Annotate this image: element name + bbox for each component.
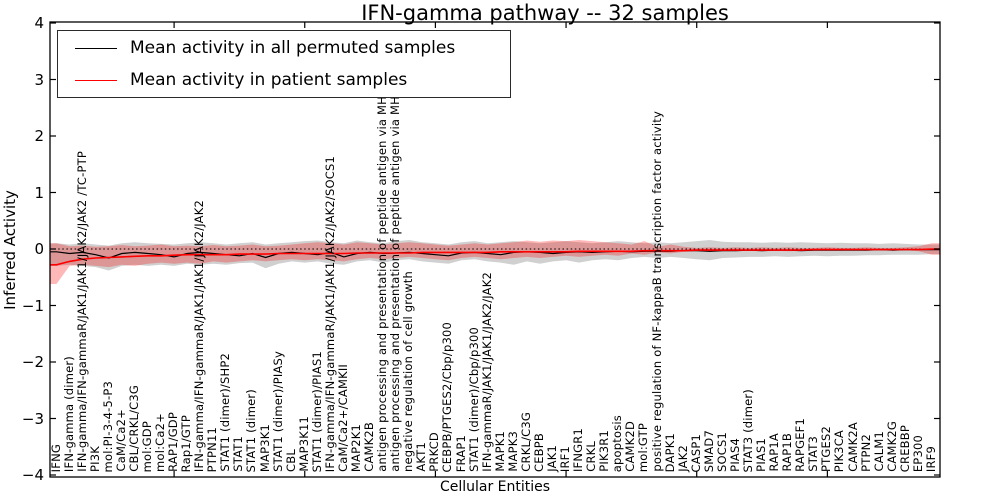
x-entity-label: CaM/Ca2+ bbox=[113, 409, 128, 472]
x-entity-label: CEBPB bbox=[531, 432, 546, 472]
y-tick-label: −2 bbox=[21, 353, 44, 371]
patient-mean-line bbox=[50, 248, 940, 266]
x-entity-label: IFN-gamma/IFN-gammaR/JAK1/JAK1/JAK2/JAK2… bbox=[322, 155, 337, 472]
x-entity-label: CBL bbox=[283, 449, 298, 472]
x-entity-label: MAPK1 bbox=[492, 431, 507, 472]
x-entity-label: positive regulation of NF-kappaB transcr… bbox=[649, 111, 664, 472]
legend: Mean activity in all permuted samples Me… bbox=[57, 30, 511, 98]
legend-entry-permuted: Mean activity in all permuted samples bbox=[58, 32, 510, 64]
y-tick-label: −3 bbox=[21, 409, 44, 428]
x-entity-label: CBL/CRKL/C3G bbox=[126, 385, 141, 472]
plot-title: IFN-gamma pathway -- 32 samples bbox=[361, 1, 729, 25]
legend-label-permuted: Mean activity in all permuted samples bbox=[130, 38, 456, 58]
legend-entry-patient: Mean activity in patient samples bbox=[58, 64, 510, 96]
x-entity-label: IFN-gammaR/JAK1/JAK1/JAK2/JAK2 bbox=[479, 272, 494, 472]
x-axis-label: Cellular Entities bbox=[439, 479, 551, 495]
x-entity-label: STAT1 (dimer) bbox=[244, 388, 259, 472]
x-entity-label: FRAP1 bbox=[453, 434, 468, 472]
x-entity-label: PIK3CA bbox=[832, 429, 847, 472]
x-entity-label: IRF9 bbox=[923, 445, 938, 472]
permuted-band bbox=[50, 240, 940, 271]
x-entity-label: EP300 bbox=[910, 434, 925, 472]
x-entity-label: mol:GTP bbox=[636, 422, 651, 472]
x-entity-label: IFN-gamma (dimer) bbox=[61, 355, 76, 472]
x-entity-label: CREBBP bbox=[897, 424, 912, 472]
x-entity-label: PI3K bbox=[87, 446, 102, 472]
x-entity-label: IFNG bbox=[48, 443, 63, 472]
x-entity-label: CAMK2A bbox=[845, 422, 860, 472]
x-entity-label: STAT1 (dimer)/PIASy bbox=[270, 351, 285, 472]
y-tick-label: −1 bbox=[21, 296, 44, 315]
legend-label-patient: Mean activity in patient samples bbox=[130, 70, 408, 90]
legend-line-sample-red bbox=[75, 79, 117, 81]
y-tick-label: −4 bbox=[21, 466, 44, 484]
x-entity-label: STAT1 (dimer)/PIAS1 bbox=[309, 350, 324, 472]
legend-line-sample-black bbox=[75, 47, 117, 49]
x-entity-label: MAPK3 bbox=[505, 431, 520, 472]
x-entity-label: PTPN2 bbox=[858, 434, 873, 472]
x-entity-label: MAP3K11 bbox=[296, 416, 311, 472]
x-entity-label: CALM1 bbox=[871, 431, 886, 472]
x-entity-label: SOCS1 bbox=[714, 432, 729, 472]
x-entity-label: CRKL/C3G bbox=[518, 412, 533, 472]
y-tick-label: 0 bbox=[34, 240, 44, 258]
x-entity-label: mol:PI-3-4-5-P3 bbox=[100, 380, 115, 472]
x-entity-label: CEBPB/PTGES2/Cbp/p300 bbox=[440, 321, 455, 472]
x-entity-label: mol:GDP bbox=[139, 420, 154, 472]
x-entity-label: STAT1 (dimer)/Cbp/p300 bbox=[466, 327, 481, 472]
y-tick-label: 2 bbox=[34, 127, 44, 145]
x-entity-label: JAK2 bbox=[675, 445, 690, 472]
x-entity-label: CaM/Ca2+/CAMKII bbox=[335, 364, 350, 472]
x-entity-label: SMAD7 bbox=[701, 429, 716, 472]
x-entity-label: IFN-gamma/IFN-gammaR/JAK1/JAK1/JAK2/JAK2… bbox=[74, 151, 89, 472]
y-tick-label: 3 bbox=[34, 70, 44, 89]
x-entity-label: CASP1 bbox=[688, 433, 703, 472]
y-tick-label: 4 bbox=[34, 14, 44, 32]
y-tick-label: 1 bbox=[34, 183, 44, 202]
x-entity-label: DAPK1 bbox=[662, 432, 677, 472]
x-entity-label: CAMK2G bbox=[884, 421, 899, 472]
x-entity-label: MAP3K1 bbox=[257, 423, 272, 472]
x-entity-label: PIAS4 bbox=[727, 438, 742, 472]
